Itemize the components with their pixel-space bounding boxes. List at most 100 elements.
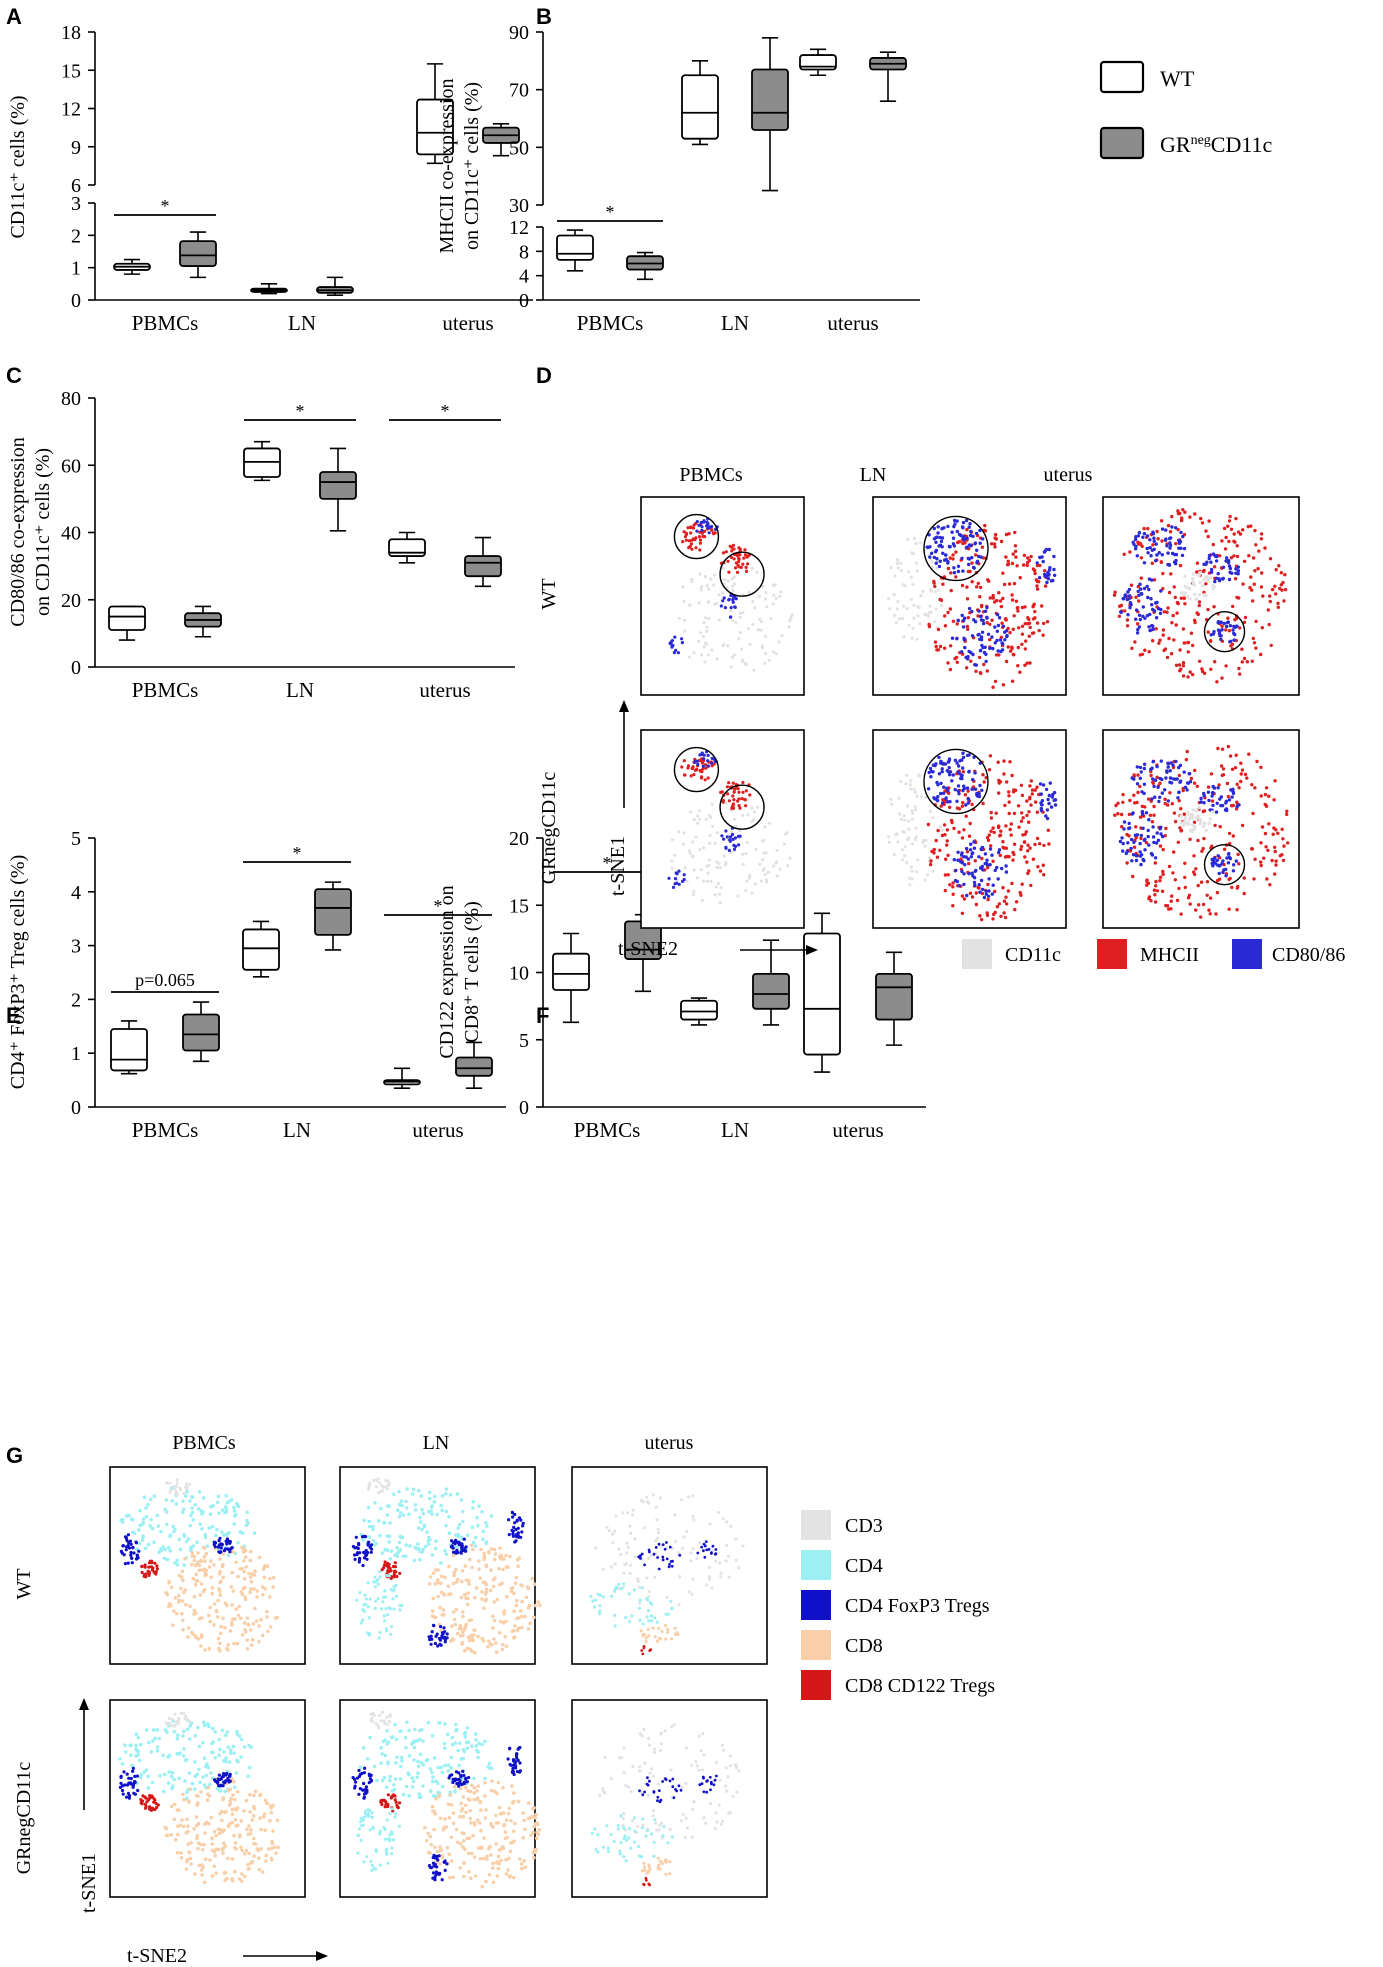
tsne-d-point-cd8086: [1142, 791, 1146, 796]
tsne-d-point-cd8086: [1129, 603, 1133, 607]
tsne-d-point-mhcii: [962, 828, 966, 832]
tsne-d-point-mhcii: [960, 804, 965, 808]
tsne-g-point-cd4-foxp3: [131, 1766, 135, 1770]
tsne-d-point-cd8086: [934, 535, 938, 540]
tsne-g-point-cd4: [130, 1517, 135, 1522]
tsne-d-point-mhcii: [1184, 757, 1189, 762]
tsne-d-point-cd11c: [699, 868, 704, 872]
tsne-g-point-cd8: [239, 1616, 243, 1621]
tsne-g-point-cd3: [621, 1511, 625, 1515]
tsne-g-point-cd4: [375, 1578, 380, 1582]
tsne-g-point-cd4: [461, 1756, 466, 1761]
tsne-g-point-cd4: [245, 1510, 249, 1515]
tsne-d-point-mhcii: [964, 814, 968, 818]
tsne-g-point-cd8: [212, 1602, 217, 1606]
tsne-g-point-cd8: [493, 1789, 497, 1794]
tsne-g-point-cd4: [140, 1538, 145, 1542]
tsne-d-point-mhcii: [1231, 834, 1236, 838]
tsne-d-point-cd8086: [941, 801, 945, 805]
tsne-d-point-cd8086: [951, 536, 956, 540]
tsne-d-point-mhcii: [740, 797, 744, 801]
tsne-d-point-cd11c: [772, 593, 776, 597]
tsne-d-point-mhcii: [1224, 628, 1228, 632]
tsne-g-point-cd4: [649, 1614, 654, 1618]
tsne-d-point-mhcii: [968, 891, 973, 895]
tsne-g-point-cd8: [233, 1797, 237, 1802]
tsne-d-point-cd11c: [723, 578, 727, 582]
tsne-d-point-mhcii: [733, 566, 738, 570]
tsne-g-point-cd3: [380, 1710, 385, 1714]
tsne-d-point-cd11c: [753, 606, 757, 610]
tsne-d-point-cd11c: [683, 866, 687, 870]
tsne-g-point-cd4: [632, 1588, 637, 1592]
chart-e-sig-star: *: [293, 843, 302, 863]
tsne-d-point-mhcii: [1174, 663, 1179, 667]
tsne-d-point-mhcii: [1230, 642, 1235, 646]
chart-c-y-tick-label: 40: [61, 523, 81, 545]
chart-f-y-label-line1: CD122 expression on: [436, 885, 458, 1058]
tsne-g-point-cd4: [375, 1778, 379, 1783]
tsne-d-point-cd8086: [1121, 841, 1125, 846]
tsne-d-point-mhcii: [1121, 792, 1125, 797]
chart-f-x-tick-label: LN: [721, 1118, 749, 1142]
tsne-d-point-cd8086: [1138, 776, 1143, 780]
tsne-g-point-cd4: [406, 1771, 411, 1775]
tsne-g-point-cd3: [647, 1594, 651, 1598]
tsne-d-point-mhcii: [1259, 860, 1263, 864]
tsne-d-point-cd8086: [957, 792, 961, 796]
tsne-g-point-cd4-foxp3: [358, 1551, 362, 1555]
tsne-d-point-cd8086: [1139, 833, 1144, 838]
tsne-g-point-cd3: [167, 1716, 171, 1720]
tsne-g-point-cd8: [249, 1828, 253, 1832]
chart-c-sig-star: *: [441, 401, 450, 421]
tsne-g-point-cd8: [473, 1874, 478, 1878]
tsne-g-point-cd8: [651, 1626, 655, 1630]
tsne-g-point-cd4: [137, 1528, 141, 1532]
tsne-g-point-cd3: [685, 1529, 689, 1534]
tsne-d-point-mhcii: [974, 669, 978, 673]
tsne-d-point-cd8086: [1156, 606, 1161, 611]
tsne-d-point-mhcii: [986, 865, 990, 870]
tsne-g-point-cd8: [436, 1578, 440, 1582]
tsne-g-point-cd4: [228, 1751, 233, 1755]
tsne-d-point-mhcii: [1215, 890, 1220, 895]
tsne-d-point-mhcii: [1028, 661, 1032, 665]
tsne-d-point-mhcii: [1253, 569, 1257, 573]
tsne-d-point-cd8086: [995, 865, 999, 870]
tsne-d-point-cd8086: [1148, 546, 1152, 550]
tsne-g-point-cd8: [658, 1636, 662, 1640]
tsne-g-point-cd4: [647, 1619, 651, 1623]
tsne-d-point-mhcii: [1179, 807, 1183, 811]
tsne-g-point-cd8: [180, 1599, 185, 1603]
tsne-d-point-cd8086: [1053, 803, 1058, 807]
tsne-d-point-mhcii: [1134, 825, 1138, 829]
tsne-d-point-mhcii: [1213, 660, 1217, 664]
tsne-d-point-cd8086: [965, 753, 970, 758]
tsne-d-point-mhcii: [1010, 561, 1015, 566]
tsne-d-point-cd8086: [1149, 851, 1154, 856]
tsne-d-point-mhcii: [1174, 623, 1178, 627]
tsne-g-point-cd4: [416, 1764, 421, 1768]
tsne-g-point-cd8: [460, 1569, 465, 1573]
tsne-d-point-cd8086: [722, 596, 726, 600]
tsne-g-point-cd4: [223, 1505, 228, 1509]
tsne-d-point-cd8086: [960, 776, 964, 781]
tsne-d-point-cd8086: [1183, 785, 1188, 789]
tsne-g-point-cd8: [190, 1554, 195, 1559]
tsne-d-point-mhcii: [1235, 800, 1239, 804]
tsne-g-point-cd8: [208, 1559, 213, 1563]
tsne-g-point-cd4: [421, 1547, 426, 1552]
tsne-g-point-cd3: [377, 1726, 381, 1730]
tsne-d-point-mhcii: [1169, 899, 1173, 903]
tsne-d-point-cd8086: [980, 887, 985, 892]
tsne-d-point-cd8086: [961, 520, 966, 525]
tsne-g-point-cd8: [670, 1637, 674, 1641]
tsne-g-point-cd4: [417, 1728, 422, 1733]
tsne-d-point-cd8086: [1047, 547, 1052, 552]
tsne-d-point-cd8086: [1220, 862, 1224, 866]
tsne-d-point-mhcii: [1194, 867, 1198, 871]
tsne-d-point-mhcii: [1127, 812, 1132, 817]
tsne-d-row-gr: GRnegCD11c: [538, 772, 560, 885]
tsne-d-point-mhcii: [1199, 516, 1203, 521]
tsne-g-point-cd8: [483, 1794, 487, 1798]
